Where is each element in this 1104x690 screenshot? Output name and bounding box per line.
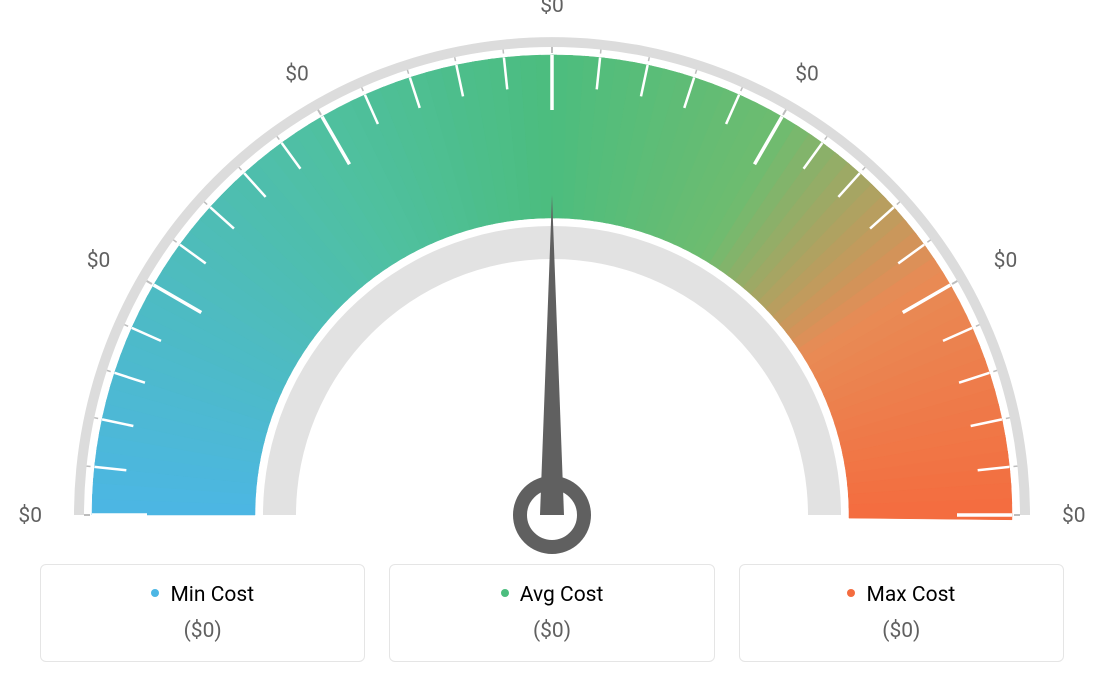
legend-title-max: Max Cost: [752, 583, 1051, 607]
gauge-chart: $0 $0 $0 $0 $0 $0 $0: [0, 0, 1104, 560]
legend-card-avg: Avg Cost ($0): [389, 564, 714, 662]
legend-value-avg: ($0): [402, 619, 701, 643]
legend-card-min: Min Cost ($0): [40, 564, 365, 662]
legend-label: Max Cost: [867, 583, 956, 607]
svg-text:$0: $0: [795, 62, 819, 86]
legend-label: Min Cost: [170, 583, 254, 607]
legend-value-min: ($0): [53, 619, 352, 643]
legend-value-max: ($0): [752, 619, 1051, 643]
dot-icon: [151, 589, 159, 597]
svg-text:$0: $0: [994, 249, 1018, 273]
svg-text:$0: $0: [87, 249, 111, 273]
gauge-container: $0 $0 $0 $0 $0 $0 $0: [0, 0, 1104, 560]
svg-text:$0: $0: [18, 504, 42, 528]
dot-icon: [847, 589, 855, 597]
legend-row: Min Cost ($0) Avg Cost ($0) Max Cost ($0…: [0, 564, 1104, 662]
legend-card-max: Max Cost ($0): [739, 564, 1064, 662]
legend-label: Avg Cost: [520, 583, 604, 607]
legend-title-min: Min Cost: [53, 583, 352, 607]
legend-title-avg: Avg Cost: [402, 583, 701, 607]
dot-icon: [501, 589, 509, 597]
svg-text:$0: $0: [285, 62, 309, 86]
svg-text:$0: $0: [1062, 504, 1086, 528]
svg-text:$0: $0: [540, 0, 564, 18]
